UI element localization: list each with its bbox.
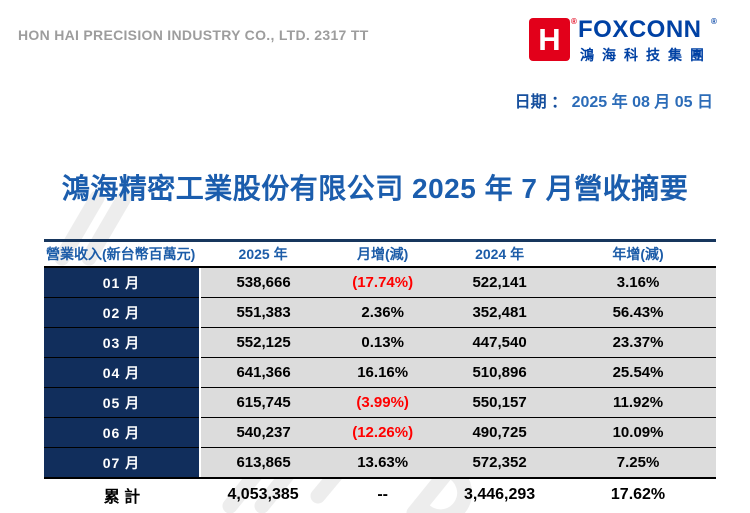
mom-change-cell: 2.36%: [326, 297, 440, 328]
yoy-change-cell: 23.37%: [560, 327, 716, 358]
mom-change-cell: 13.63%: [326, 447, 440, 479]
yoy-change-cell: 25.54%: [560, 357, 716, 388]
revenue-2024-cell: 352,481: [439, 297, 561, 328]
registered-mark-icon: ®: [711, 17, 717, 26]
revenue-2024-cell: 510,896: [439, 357, 561, 388]
revenue-2025-cell: 540,237: [199, 417, 327, 448]
revenue-2024-cell: 490,725: [439, 417, 561, 448]
revenue-table-container: 營業收入(新台幣百萬元) 2025 年 月增(減) 2024 年 年增(減) 0…: [44, 239, 716, 510]
yoy-change-cell: 56.43%: [560, 297, 716, 328]
page-title: 鴻海精密工業股份有限公司 2025 年 7 月營收摘要: [61, 173, 689, 204]
mom-change-cell: (17.74%): [326, 267, 440, 298]
total-revenue-2025: 4,053,385: [227, 486, 299, 503]
table-row-apr: 04 月 641,366 16.16% 510,896 25.54%: [44, 357, 716, 388]
yoy-change-cell: 10.09%: [560, 417, 716, 448]
total-label: 累 計: [103, 489, 141, 506]
yoy-change-cell: 7.25%: [560, 447, 716, 479]
column-header-2024: 2024 年: [439, 242, 561, 268]
total-mom-change: --: [377, 486, 388, 503]
revenue-2025-cell: 538,666: [199, 267, 327, 298]
mom-change-cell: (12.26%): [326, 417, 440, 448]
month-cell: 04 月: [44, 357, 201, 388]
month-cell: 06 月: [44, 417, 201, 448]
total-revenue-2024: 3,446,293: [463, 486, 536, 503]
month-cell: 05 月: [44, 387, 201, 418]
date-line: 日期 ： 2025 年 08 月 05 日: [515, 88, 713, 112]
table-total-row: 累 計 4,053,385 -- 3,446,293 17.62%: [44, 478, 716, 510]
foxconn-brand-chinese: 鴻海科技集團: [580, 47, 712, 63]
table-row-jun: 06 月 540,237 (12.26%) 490,725 10.09%: [44, 417, 716, 448]
month-cell: 03 月: [44, 327, 201, 358]
table-row-jul: 07 月 613,865 13.63% 572,352 7.25%: [44, 447, 716, 479]
company-name-en: HON HAI PRECISION INDUSTRY CO., LTD. 231…: [18, 27, 369, 43]
mom-change-cell: 16.16%: [326, 357, 440, 388]
date-separator: ：: [551, 94, 568, 111]
foxconn-h-logo-icon: H: [529, 18, 570, 61]
date-label: 日期: [514, 94, 547, 111]
revenue-2024-cell: 522,141: [439, 267, 561, 298]
mom-change-cell: 0.13%: [326, 327, 440, 358]
mom-change-cell: (3.99%): [326, 387, 440, 418]
table-row-feb: 02 月 551,383 2.36% 352,481 56.43%: [44, 297, 716, 328]
column-header-mom-change: 月增(減): [326, 242, 440, 268]
column-header-revenue-unit: 營業收入(新台幣百萬元): [44, 242, 200, 268]
revenue-2024-cell: 572,352: [439, 447, 561, 479]
revenue-2025-cell: 551,383: [199, 297, 327, 328]
date-value: 2025 年 08 月 05 日: [571, 94, 713, 111]
month-cell: 02 月: [44, 297, 201, 328]
revenue-2024-cell: 447,540: [439, 327, 561, 358]
table-header-row: 營業收入(新台幣百萬元) 2025 年 月增(減) 2024 年 年增(減): [44, 242, 716, 268]
revenue-table: 營業收入(新台幣百萬元) 2025 年 月增(減) 2024 年 年增(減) 0…: [44, 242, 716, 510]
revenue-2025-cell: 615,745: [199, 387, 327, 418]
revenue-2024-cell: 550,157: [439, 387, 561, 418]
registered-mark-icon: ®: [571, 17, 577, 26]
yoy-change-cell: 3.16%: [560, 267, 716, 298]
month-cell: 07 月: [44, 447, 201, 479]
table-row-jan: 01 月 538,666 (17.74%) 522,141 3.16%: [44, 267, 716, 298]
total-yoy-change: 17.62%: [610, 486, 666, 503]
foxconn-brand-text: FOXCONN: [578, 16, 702, 43]
column-header-2025: 2025 年: [199, 242, 327, 268]
column-header-yoy-change: 年增(減): [560, 242, 716, 268]
yoy-change-cell: 11.92%: [560, 387, 716, 418]
foxconn-logo: H ® FOXCONN ® 鴻海科技集團: [529, 17, 719, 63]
revenue-2025-cell: 613,865: [199, 447, 327, 479]
revenue-2025-cell: 552,125: [199, 327, 327, 358]
revenue-2025-cell: 641,366: [199, 357, 327, 388]
table-row-may: 05 月 615,745 (3.99%) 550,157 11.92%: [44, 387, 716, 418]
month-cell: 01 月: [44, 267, 201, 298]
table-row-mar: 03 月 552,125 0.13% 447,540 23.37%: [44, 327, 716, 358]
